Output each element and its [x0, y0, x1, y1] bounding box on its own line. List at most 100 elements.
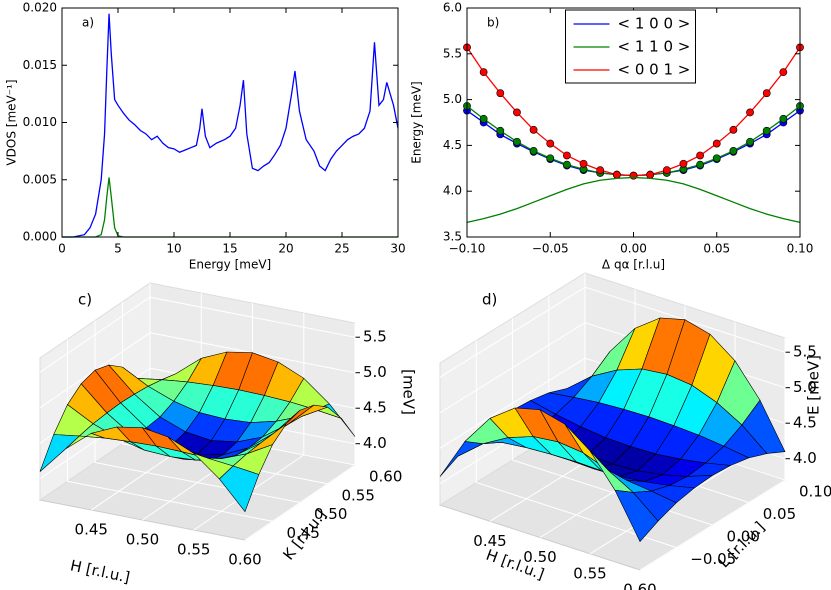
legend-label: < 0 0 1 >: [618, 61, 691, 79]
y-axis-label: VDOS [meV⁻¹]: [5, 79, 19, 165]
y-tick-label: 0.50: [314, 505, 347, 523]
marker: [712, 139, 721, 148]
x-tick-label: 30: [390, 242, 405, 256]
annotation: d): [482, 291, 497, 309]
z-axis-label: [meV]: [400, 369, 418, 415]
z-tick-label: 4.0: [363, 434, 387, 452]
marker: [696, 151, 704, 160]
marker: [563, 151, 571, 160]
x-tick-label: 0.55: [573, 564, 606, 582]
x-tick-label: 0.45: [75, 521, 108, 539]
marker: [596, 166, 605, 175]
y-tick-label: 6.0: [443, 1, 462, 15]
y-tick-label: 0.05: [763, 505, 796, 523]
z-tick-label: 4.5: [793, 414, 817, 432]
y-tick-label: 0.000: [23, 230, 57, 244]
marker: [563, 160, 571, 169]
marker: [612, 170, 621, 179]
marker: [712, 154, 721, 163]
grid-line: [475, 340, 677, 548]
y-tick-label: 5.5: [443, 46, 462, 60]
z-axis-label: E [meV]: [805, 355, 823, 415]
marker: [546, 154, 555, 163]
marker: [546, 139, 555, 148]
z-tick-label: 5.5: [363, 328, 387, 346]
marker: [762, 89, 771, 98]
y-tick-label: 0.020: [23, 1, 57, 15]
y-tick-label: 3.5: [443, 230, 462, 244]
x-tick-label: −0.10: [449, 242, 486, 256]
x-tick-label: 25: [334, 242, 349, 256]
x-tick-label: −0.05: [532, 242, 569, 256]
marker: [779, 114, 788, 123]
x-axis-label: H [r.l.u.]: [69, 556, 132, 586]
y-tick-label: 0.10: [799, 483, 831, 501]
annotation: a): [82, 16, 94, 30]
marker: [762, 126, 771, 135]
x-tick-label: 0.55: [177, 541, 210, 559]
x-tick-label: 0.50: [126, 531, 159, 549]
marker: [729, 146, 738, 155]
y-tick-label: 4.0: [443, 184, 462, 198]
marker: [513, 108, 521, 117]
marker: [729, 125, 738, 134]
marker: [646, 170, 655, 179]
x-tick-label: 0.60: [228, 551, 261, 569]
surface-cell: [218, 465, 260, 513]
y-tick-label: 0.60: [369, 468, 402, 486]
legend-label: < 1 1 0 >: [618, 38, 691, 56]
x-tick-label: 10: [166, 242, 181, 256]
y-tick-label: 0.00: [727, 528, 760, 546]
x-axis-label: Energy [meV]: [189, 258, 271, 272]
x-tick-label: 0: [58, 242, 66, 256]
z-tick-label: 4.0: [793, 449, 817, 467]
x-tick-label: 0.05: [703, 242, 730, 256]
y-axis-label: L [r.l.u.]: [715, 518, 768, 571]
marker: [529, 146, 538, 155]
marker: [579, 159, 588, 168]
marker: [479, 114, 488, 123]
z-tick-label: 5.0: [793, 378, 817, 396]
y-tick-label: 0.015: [23, 58, 57, 72]
marker: [529, 125, 538, 134]
marker: [779, 68, 788, 77]
series-line: [62, 13, 399, 238]
y-tick-label: 0.55: [342, 486, 375, 504]
marker: [662, 166, 671, 175]
x-tick-label: 0.60: [623, 581, 656, 590]
y-tick-label: 5.0: [443, 92, 462, 106]
marker: [496, 126, 505, 135]
grid-line: [67, 339, 273, 522]
marker: [696, 160, 704, 169]
y-axis-label: Energy [meV]: [410, 81, 424, 163]
y-tick-label: 0.010: [23, 115, 57, 129]
y-tick-label: 0.45: [287, 524, 320, 542]
marker: [679, 159, 688, 168]
z-tick-label: 5.0: [363, 363, 387, 381]
z-tick-label: 5.5: [793, 343, 817, 361]
marker: [496, 89, 505, 98]
marker: [479, 68, 488, 77]
y-tick-label: 0.005: [23, 172, 57, 186]
x-axis-label: Δ qα [r.l.u]: [602, 258, 665, 272]
marker: [746, 137, 754, 146]
marker: [746, 108, 754, 117]
marker: [513, 137, 521, 146]
annotation: b): [487, 16, 499, 30]
x-tick-label: 0.45: [473, 532, 506, 550]
x-tick-label: 15: [222, 242, 237, 256]
surface-cell: [614, 489, 659, 543]
x-tick-label: 0.50: [523, 548, 556, 566]
annotation: c): [78, 291, 92, 309]
x-tick-label: 5: [114, 242, 122, 256]
y-tick-label: 4.5: [443, 138, 462, 152]
x-tick-label: 0.10: [787, 242, 814, 256]
z-tick-label: 4.5: [363, 399, 387, 417]
y-tick-label: −0.05: [690, 550, 736, 568]
legend-label: < 1 0 0 >: [618, 15, 691, 33]
x-tick-label: 0.00: [620, 242, 647, 256]
series-line: [466, 176, 801, 223]
x-tick-label: 20: [278, 242, 293, 256]
series-line: [62, 177, 398, 238]
